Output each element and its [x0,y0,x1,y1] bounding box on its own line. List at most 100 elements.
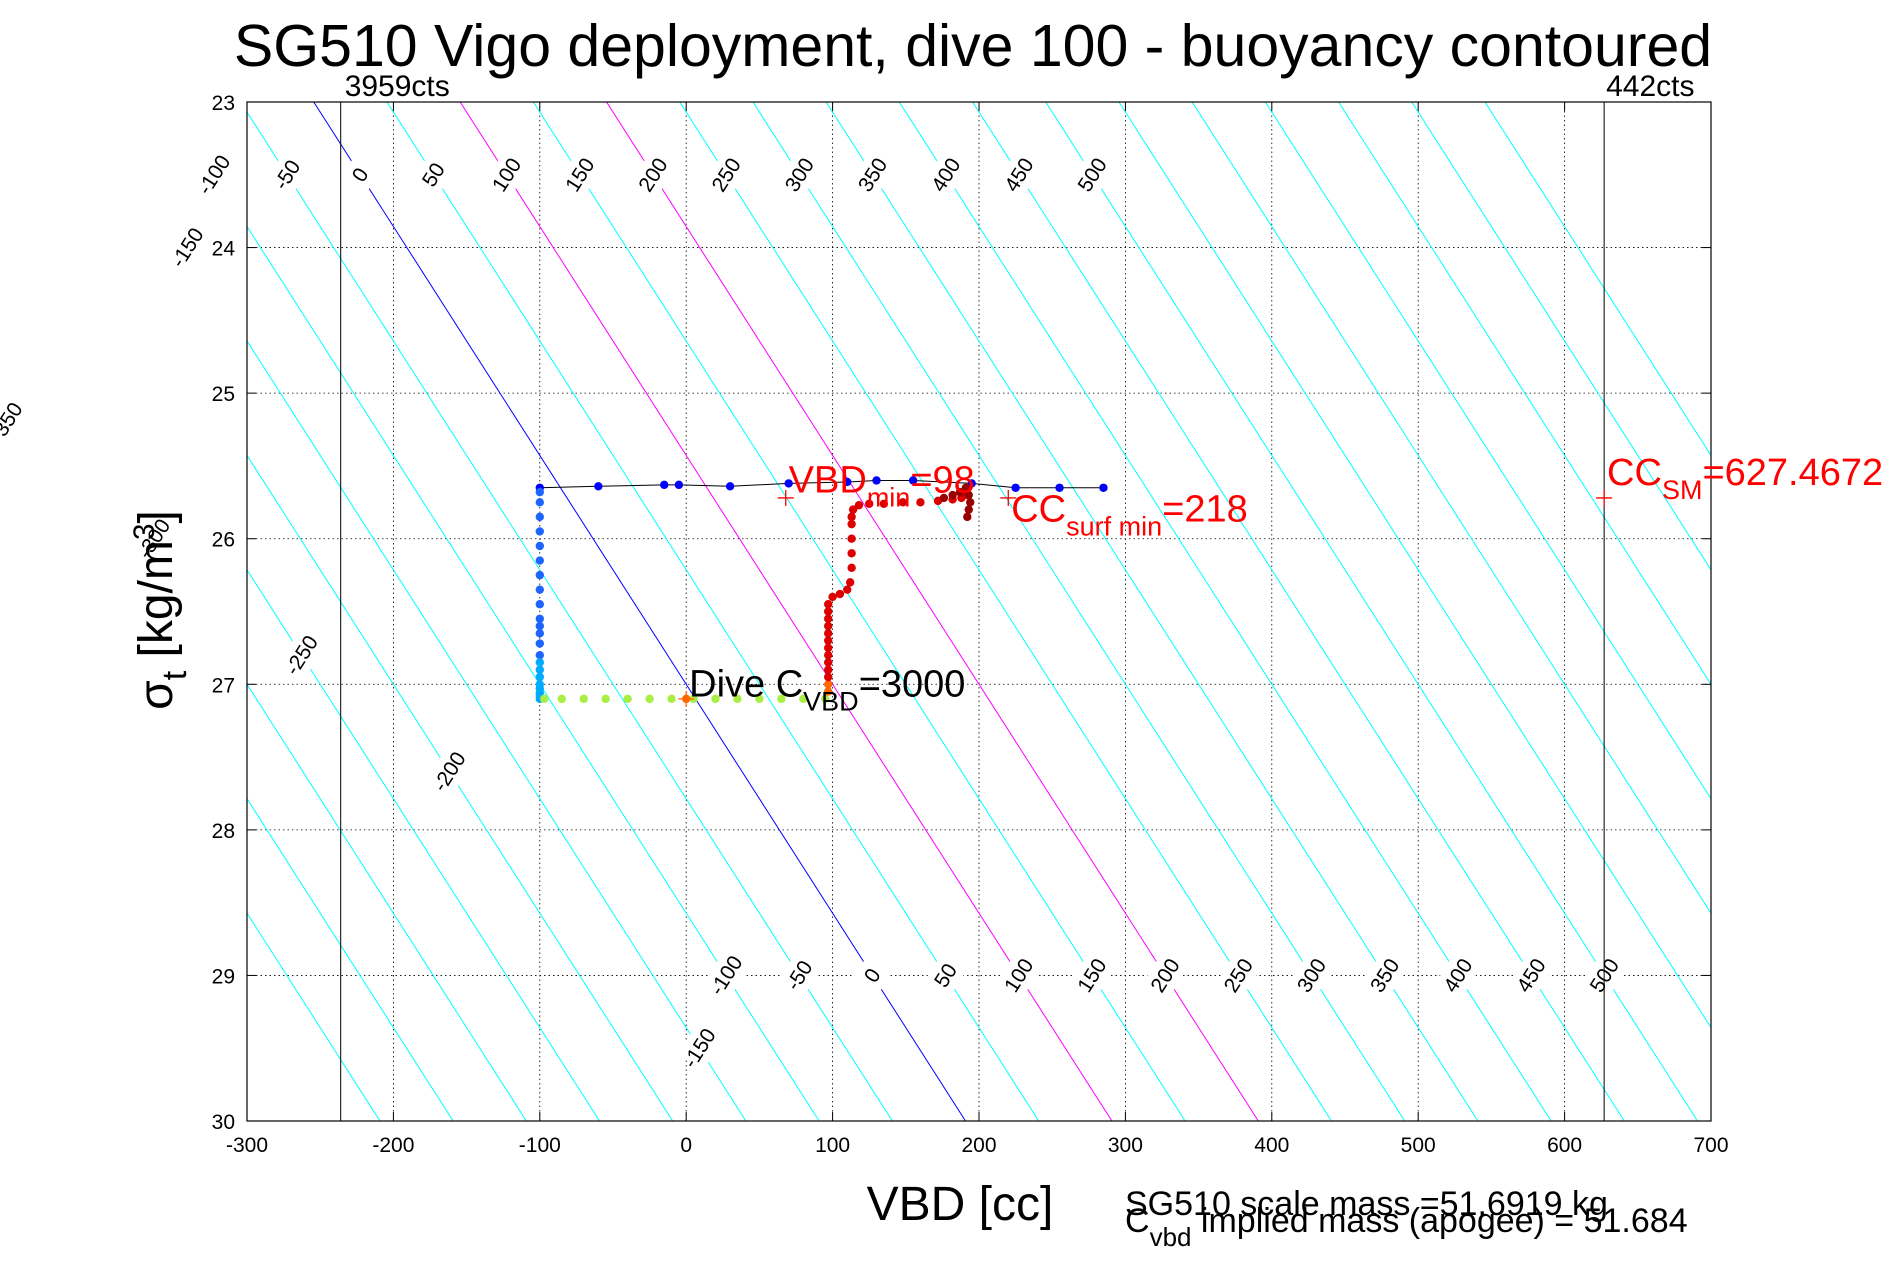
contour-line [825,102,1479,1121]
reference-markers [678,489,1613,707]
data-point [824,621,833,631]
axis-ticks: -300 -200 -100 0 100 200 300 400 500 600 700 23 24 25… [212,92,1729,1157]
data-point [674,480,684,490]
implied-mass-main: C [1125,1202,1150,1240]
data-point [908,476,918,485]
data-point [824,658,833,667]
dive-cvbd-annotation: Dive CVBD=3000 [689,663,965,716]
dive-cvbd-annotation-main: Dive C [689,663,803,705]
x-tick-label: 700 [1693,1134,1728,1157]
vbd-min-annotation-main: VBD [789,459,867,501]
contour-label-backdrop [632,154,674,196]
data-point [535,621,544,631]
contour-line [972,102,1625,1121]
y-axis-label-unit: [kg/m [130,540,183,671]
data-point [824,607,833,616]
data-point [916,498,925,507]
data-point [964,490,973,500]
data-point [645,694,654,704]
contour-line [532,102,1186,1121]
data-point [847,519,856,529]
data-point [667,694,676,704]
contour-label-backdrop [559,154,601,196]
contour-line [247,340,747,1121]
vbd-min-annotation: VBDmin=98 [789,459,975,512]
contour-line [247,797,454,1121]
data-point [660,480,669,490]
contour-line [247,454,674,1121]
x-tick-label: 400 [1254,1134,1289,1157]
data-point [824,680,833,689]
x-axis-label: VBD [cc] [867,1178,1054,1231]
data-point [535,570,544,580]
data-point [777,694,786,704]
data-point [824,614,833,623]
data-point [535,556,544,565]
data-point [824,687,833,696]
data-point [939,493,949,503]
data-point [824,629,833,638]
data-point [824,672,833,682]
y-axis-label-unit-sup: 3 [128,523,161,540]
contour-line [247,111,893,1121]
y-tick-label: 26 [212,529,235,552]
plus-marker [678,690,695,707]
contour-label-backdrop [851,154,894,196]
contour-line [1338,102,1711,686]
contour-line [1118,102,1711,1029]
contour-label-backdrop [705,954,747,997]
data-point [579,694,588,704]
contour-label-backdrop [485,154,528,196]
y-tick-label: 25 [212,383,235,406]
implied-mass-rest: implied mass (apogee) = 51.684 [1191,1202,1687,1240]
contour-label-backdrop [428,750,470,793]
data-point [535,639,544,648]
contour-label-backdrop [1144,954,1186,997]
cc-surf-min-annotation-value: =218 [1162,489,1248,531]
data-point [898,498,908,507]
buoyancy-contours [247,102,1711,1121]
contour-labels: -100 -50 0 50 100 150 200 250 300 350 400 450 500-15… [0,151,1626,1072]
x-tick-label: 100 [815,1134,850,1157]
y-axis-label-main: σ [130,680,183,710]
data-point [535,541,544,551]
y-axis-label: σt [kg/m3] [128,510,194,710]
data-point [847,563,856,573]
x-tick-label: -300 [226,1134,268,1157]
data-point [535,600,544,609]
data-point [755,694,764,704]
data-point [535,512,544,522]
cc-sm-annotation: CCSM=627.4672 [1607,452,1883,505]
data-point [557,694,566,704]
contour-label-backdrop [924,954,967,997]
vbd-min-annotation-value: =98 [910,459,974,501]
data-point [601,694,610,704]
data-point [824,600,833,609]
data-point [847,512,856,522]
data-point [535,665,544,674]
data-point [623,694,632,704]
data-point [843,585,852,594]
contour-label-backdrop [1290,954,1333,997]
data-point [824,643,833,653]
data-point [535,672,544,682]
contour-label-backdrop [1510,954,1552,997]
contour-label-backdrop [1071,954,1113,997]
data-point [594,482,603,491]
contour-line [247,568,600,1121]
dive-series [535,476,1108,704]
data-point [847,534,856,543]
data-point [1011,483,1020,492]
cc-surf-min-annotation-main: CC [1011,489,1066,531]
data-point [539,694,549,704]
contour-label-backdrop [998,154,1040,196]
contour-label-backdrop [1437,954,1479,997]
data-point [535,629,544,638]
data-point [711,694,720,704]
contour-line [247,225,820,1121]
contour-line [1484,102,1711,457]
data-point [845,578,855,587]
data-point [784,479,793,488]
